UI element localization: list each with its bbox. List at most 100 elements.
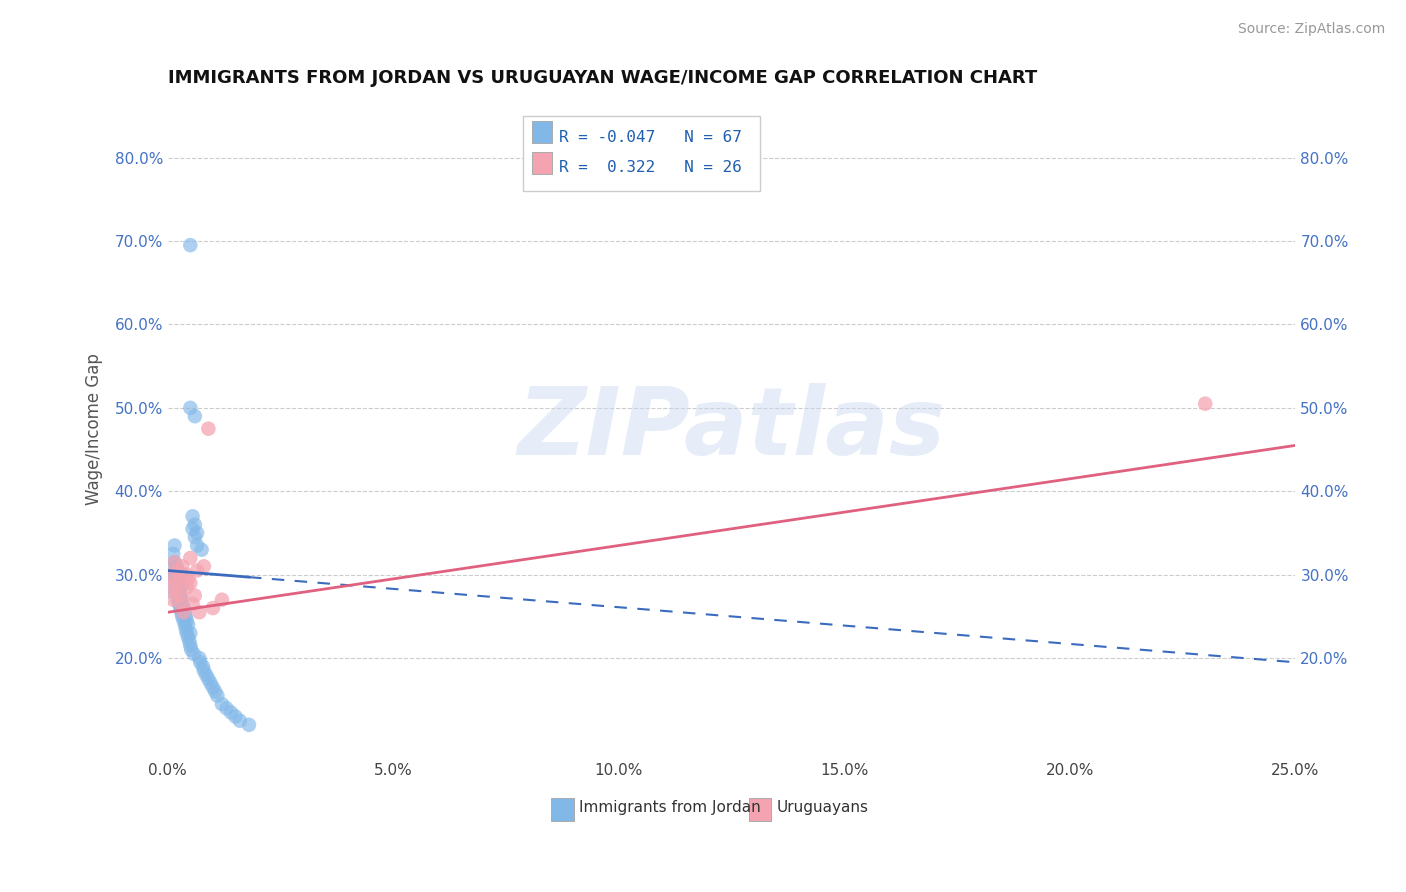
Point bbox=[201, 681, 224, 695]
Point bbox=[173, 605, 195, 619]
Point bbox=[174, 622, 197, 636]
Point bbox=[211, 697, 233, 711]
Point bbox=[166, 564, 188, 578]
Point bbox=[169, 589, 191, 603]
Point bbox=[174, 567, 197, 582]
Point bbox=[201, 601, 224, 615]
FancyBboxPatch shape bbox=[748, 797, 770, 821]
Point bbox=[193, 559, 215, 574]
Point bbox=[177, 630, 200, 644]
Point bbox=[184, 589, 207, 603]
Point bbox=[166, 584, 188, 599]
Point bbox=[174, 617, 197, 632]
Point bbox=[179, 551, 201, 566]
Point bbox=[179, 401, 201, 415]
Point bbox=[197, 672, 219, 686]
Point bbox=[180, 642, 202, 657]
Point bbox=[174, 609, 197, 624]
Point bbox=[179, 576, 201, 591]
Point bbox=[165, 576, 187, 591]
Text: Source: ZipAtlas.com: Source: ZipAtlas.com bbox=[1237, 22, 1385, 37]
Point bbox=[172, 559, 194, 574]
Point bbox=[163, 539, 186, 553]
Point bbox=[160, 559, 183, 574]
Text: IMMIGRANTS FROM JORDAN VS URUGUAYAN WAGE/INCOME GAP CORRELATION CHART: IMMIGRANTS FROM JORDAN VS URUGUAYAN WAGE… bbox=[167, 69, 1038, 87]
Point bbox=[167, 572, 190, 586]
Point bbox=[186, 564, 208, 578]
Point bbox=[165, 576, 187, 591]
FancyBboxPatch shape bbox=[551, 797, 574, 821]
Point bbox=[181, 509, 204, 524]
Point bbox=[188, 605, 211, 619]
Point bbox=[177, 572, 200, 586]
Point bbox=[163, 567, 186, 582]
Point bbox=[179, 626, 201, 640]
Point bbox=[176, 580, 198, 594]
Point bbox=[162, 572, 184, 586]
Point bbox=[186, 539, 208, 553]
Point bbox=[177, 617, 200, 632]
Y-axis label: Wage/Income Gap: Wage/Income Gap bbox=[86, 352, 103, 505]
Point bbox=[173, 614, 195, 628]
Point bbox=[197, 422, 219, 436]
Point bbox=[166, 559, 188, 574]
Point bbox=[170, 580, 193, 594]
Text: Uruguayans: Uruguayans bbox=[776, 800, 869, 815]
Point bbox=[163, 555, 186, 569]
Point bbox=[166, 567, 188, 582]
FancyBboxPatch shape bbox=[523, 116, 759, 192]
Point bbox=[162, 567, 184, 582]
Point bbox=[184, 409, 207, 424]
Point bbox=[190, 542, 212, 557]
Point bbox=[172, 609, 194, 624]
Point bbox=[162, 547, 184, 561]
Point bbox=[181, 522, 204, 536]
Point bbox=[169, 589, 191, 603]
Point bbox=[172, 597, 194, 611]
Text: ZIPatlas: ZIPatlas bbox=[517, 383, 946, 475]
Point bbox=[176, 626, 198, 640]
Point bbox=[188, 651, 211, 665]
Point bbox=[166, 580, 188, 594]
Point bbox=[167, 572, 190, 586]
Point bbox=[179, 639, 201, 653]
Point bbox=[238, 718, 260, 732]
Point bbox=[176, 614, 198, 628]
Point bbox=[204, 684, 226, 698]
Point bbox=[211, 592, 233, 607]
Point bbox=[179, 634, 201, 648]
Point bbox=[173, 601, 195, 615]
Point bbox=[200, 676, 222, 690]
Point bbox=[170, 567, 193, 582]
Point bbox=[170, 605, 193, 619]
Point bbox=[166, 584, 188, 599]
Point bbox=[174, 605, 197, 619]
Point bbox=[184, 530, 207, 544]
Text: R = -0.047   N = 67: R = -0.047 N = 67 bbox=[560, 130, 742, 145]
Point bbox=[1194, 397, 1216, 411]
FancyBboxPatch shape bbox=[531, 152, 553, 174]
Text: Immigrants from Jordan: Immigrants from Jordan bbox=[579, 800, 761, 815]
Point bbox=[207, 689, 229, 703]
Point bbox=[183, 647, 205, 661]
Point bbox=[186, 526, 208, 541]
Point bbox=[229, 714, 252, 728]
Point bbox=[165, 564, 187, 578]
Point bbox=[215, 701, 238, 715]
Point bbox=[195, 668, 218, 682]
Point bbox=[167, 597, 190, 611]
Point bbox=[163, 555, 186, 569]
Point bbox=[181, 597, 204, 611]
Point bbox=[160, 580, 183, 594]
Point bbox=[179, 238, 201, 252]
Point bbox=[224, 709, 246, 723]
Point bbox=[188, 655, 211, 669]
Point bbox=[166, 592, 188, 607]
Point bbox=[167, 584, 190, 599]
Point bbox=[184, 517, 207, 532]
Point bbox=[162, 592, 184, 607]
Point bbox=[193, 664, 215, 678]
Point bbox=[219, 706, 242, 720]
Point bbox=[170, 597, 193, 611]
Text: R =  0.322   N = 26: R = 0.322 N = 26 bbox=[560, 161, 742, 176]
